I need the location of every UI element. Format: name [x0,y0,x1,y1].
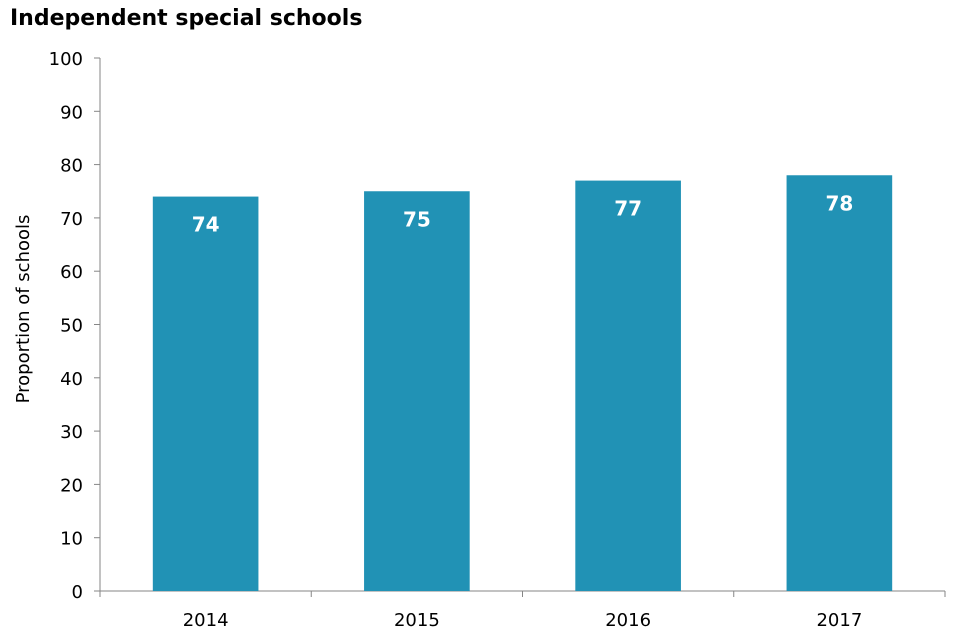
x-tick-label: 2016 [605,610,651,631]
y-tick-label: 20 [60,475,83,496]
y-tick-label: 0 [72,582,83,603]
bar [152,196,259,591]
y-tick-label: 30 [60,422,83,443]
y-tick-label: 40 [60,369,83,390]
y-tick-label: 10 [60,529,83,550]
y-axis-label: Proportion of schools [13,215,34,404]
y-tick-label: 50 [60,316,83,337]
bar-data-label: 75 [403,207,431,231]
y-tick-label: 70 [60,209,83,230]
y-tick-label: 60 [60,262,83,283]
chart-title: Independent special schools [10,6,363,31]
y-tick-label: 100 [49,49,83,70]
y-tick-label: 90 [60,102,83,123]
x-tick-label: 2017 [816,610,862,631]
bar-data-label: 78 [825,191,853,215]
bar-data-label: 77 [614,197,642,221]
x-tick-label: 2015 [394,610,440,631]
bar [786,175,893,591]
bar [575,180,681,591]
bar [364,191,470,591]
y-tick-label: 80 [60,156,83,177]
bar-data-label: 74 [192,213,220,237]
x-tick-label: 2014 [183,610,229,631]
